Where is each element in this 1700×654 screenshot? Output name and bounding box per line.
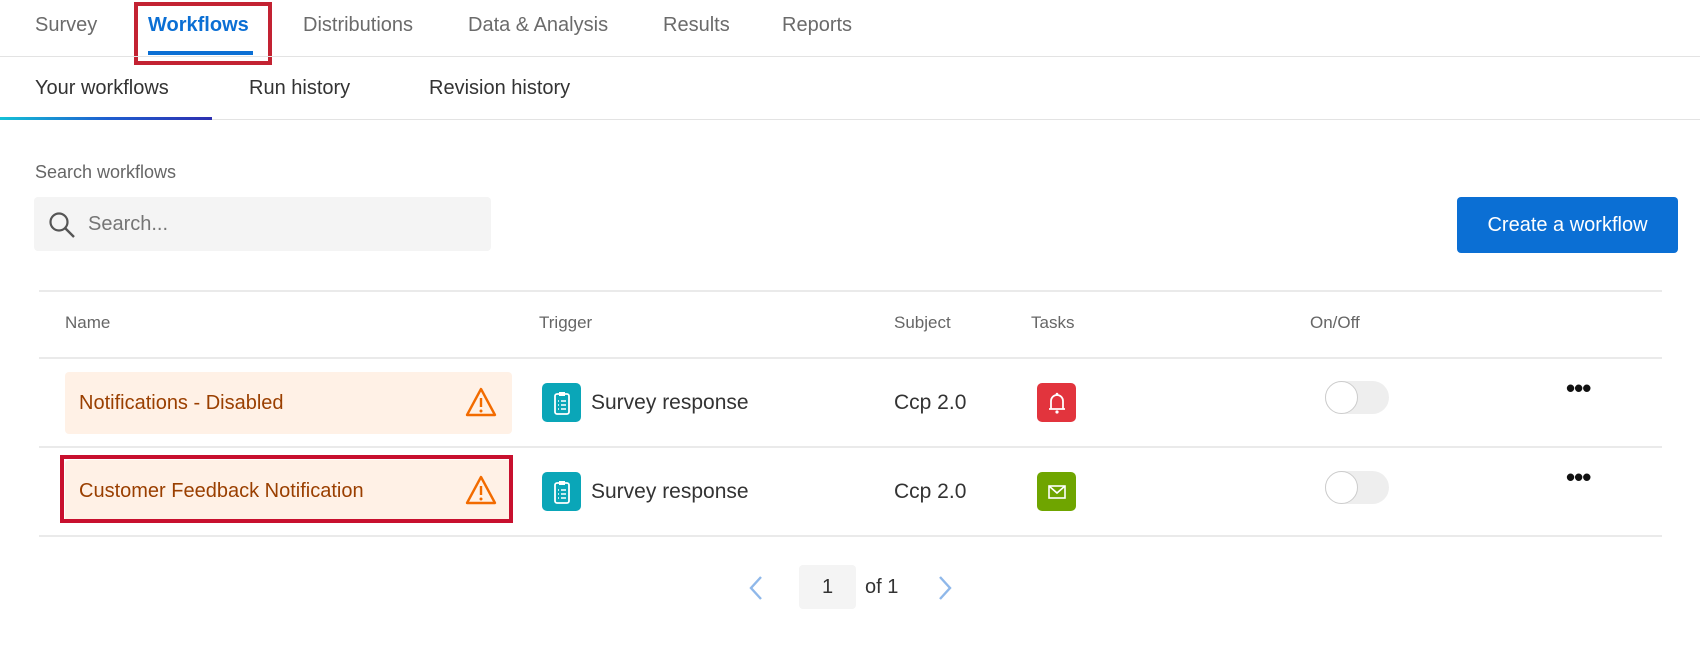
on-off-toggle[interactable] [1325,471,1389,504]
tab-data-analysis[interactable]: Data & Analysis [468,14,609,36]
header-on-off: On/Off [1310,313,1360,332]
tab-workflows[interactable]: Workflows [148,14,249,36]
warning-icon [465,475,497,505]
chevron-right-icon[interactable] [937,575,953,601]
header-trigger: Trigger [539,313,593,332]
divider [0,119,1700,120]
workflow-name-link[interactable]: Customer Feedback Notification [65,460,512,522]
email-icon [1037,472,1076,511]
divider [39,446,1662,448]
search-icon [49,212,75,238]
subtab-your-workflows[interactable]: Your workflows [35,77,169,99]
survey-response-icon [542,383,581,422]
highlight-box [60,455,513,523]
active-subtab-indicator [0,117,212,120]
page-number-input[interactable]: 1 [799,565,856,609]
tab-results[interactable]: Results [663,14,730,36]
workflow-name: Customer Feedback Notification [79,479,364,502]
highlight-box [134,2,272,65]
subtab-run-history[interactable]: Run history [249,77,351,99]
on-off-toggle[interactable] [1325,381,1389,414]
create-workflow-button[interactable]: Create a workflow [1457,197,1678,253]
more-options-button[interactable]: ••• [1566,462,1591,492]
tab-distributions[interactable]: Distributions [303,14,414,36]
divider [39,290,1662,292]
workflow-name: Notifications - Disabled [79,391,284,414]
header-tasks: Tasks [1031,313,1075,332]
subtab-revision-history[interactable]: Revision history [429,77,571,99]
divider [0,56,1700,57]
search-input[interactable] [34,197,491,251]
tab-reports[interactable]: Reports [782,14,853,36]
header-name: Name [65,313,111,332]
survey-response-icon [542,472,581,511]
active-tab-indicator [148,51,253,55]
chevron-left-icon[interactable] [748,575,764,601]
workflow-name-link[interactable]: Notifications - Disabled [65,372,512,434]
page-count: of 1 [865,576,899,598]
search-label: Search workflows [35,162,177,182]
bell-icon [1037,383,1076,422]
subject-text: Ccp 2.0 [894,391,967,414]
trigger-text: Survey response [591,480,749,503]
warning-icon [465,387,497,417]
trigger-text: Survey response [591,391,749,414]
subject-text: Ccp 2.0 [894,480,967,503]
header-subject: Subject [894,313,951,332]
tab-survey[interactable]: Survey [35,14,98,36]
divider [39,535,1662,537]
divider [39,357,1662,359]
search-field[interactable] [88,197,478,251]
more-options-button[interactable]: ••• [1566,373,1591,403]
